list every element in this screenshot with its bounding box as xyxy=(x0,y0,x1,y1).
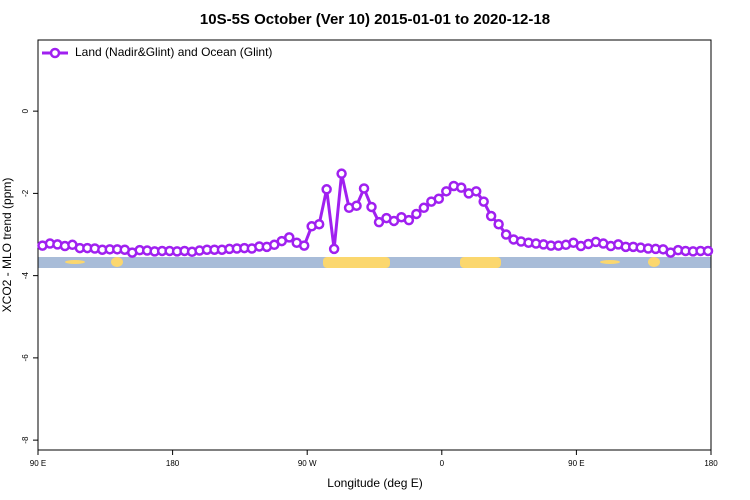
point xyxy=(478,196,489,207)
point xyxy=(373,216,385,228)
point xyxy=(366,201,377,213)
y-tick-label: 0 xyxy=(21,108,30,113)
point xyxy=(455,182,467,193)
map-strip xyxy=(38,257,711,268)
x-tick-label: 180 xyxy=(166,459,180,468)
point xyxy=(321,184,332,195)
series-line xyxy=(42,173,709,255)
chart-title: 10S-5S October (Ver 10) 2015-01-01 to 20… xyxy=(200,11,550,28)
legend-label: Land (Nadir&Glint) and Ocean (Glint) xyxy=(75,45,272,59)
point xyxy=(351,200,362,211)
point xyxy=(500,229,512,240)
point xyxy=(403,214,415,226)
point xyxy=(336,168,347,179)
x-tick-label: 180 xyxy=(704,459,718,468)
land xyxy=(600,260,620,264)
point xyxy=(298,240,310,251)
point xyxy=(418,202,430,214)
land xyxy=(323,257,390,268)
x-tick-label: 90 W xyxy=(298,459,317,468)
land xyxy=(460,257,501,268)
point xyxy=(470,186,482,197)
point xyxy=(328,243,340,255)
point xyxy=(433,193,445,204)
x-tick-label: 0 xyxy=(440,459,445,468)
y-tick-label: -2 xyxy=(21,189,30,197)
x-tick-label: 90 E xyxy=(568,459,584,468)
y-tick-label: -4 xyxy=(21,272,30,280)
point xyxy=(411,208,422,220)
land xyxy=(111,257,123,267)
y-tick-label: -6 xyxy=(21,354,30,362)
land xyxy=(65,260,85,264)
x-axis-label: Longitude (deg E) xyxy=(327,476,422,490)
point xyxy=(284,232,295,243)
point xyxy=(358,183,370,194)
point xyxy=(702,245,714,257)
y-tick-label: -8 xyxy=(21,436,30,444)
legend-marker xyxy=(49,47,61,59)
point xyxy=(485,210,497,222)
point xyxy=(493,218,504,230)
y-axis-label: XCO2 - MLO trend (ppm) xyxy=(0,178,14,313)
land xyxy=(648,257,660,267)
point xyxy=(441,186,452,197)
x-tick-label: 90 E xyxy=(30,459,46,468)
point xyxy=(313,218,325,230)
